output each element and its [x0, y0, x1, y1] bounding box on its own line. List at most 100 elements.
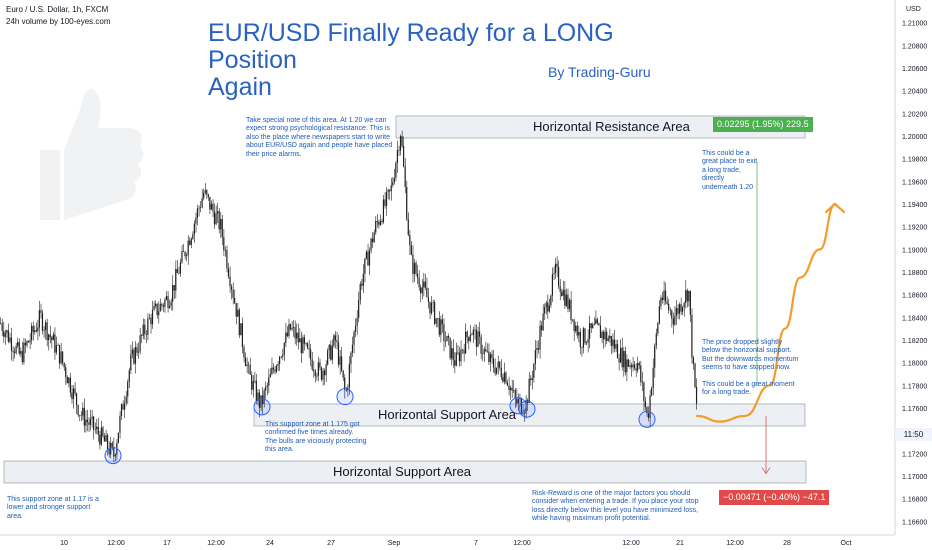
- candle-body: [85, 419, 87, 426]
- candle-body: [325, 364, 327, 376]
- candle-body: [291, 327, 293, 330]
- candle-body: [509, 387, 512, 391]
- price-axis[interactable]: 1.21000 1.20800 1.20600 1.20400 1.20200 1.200…: [894, 0, 927, 535]
- candle-body: [395, 162, 397, 178]
- thumbs-up-shape: [40, 88, 144, 220]
- projection-curve: [695, 202, 837, 423]
- candle-body: [514, 390, 516, 399]
- loss-arrow-icon: [761, 467, 771, 475]
- candle-body: [651, 388, 653, 396]
- candle-body: [579, 331, 581, 348]
- candle-body: [58, 345, 61, 364]
- candle-body: [674, 315, 676, 325]
- candle-body: [427, 297, 429, 302]
- candle-body: [289, 324, 292, 330]
- candle-body: [198, 207, 200, 209]
- candle-body: [275, 365, 278, 372]
- time-tick-label: 21: [676, 540, 684, 547]
- candle-body: [251, 374, 253, 390]
- candle-body: [305, 343, 307, 344]
- candle-body: [131, 349, 133, 355]
- candle-body: [257, 392, 259, 402]
- time-tick-label: 17: [163, 540, 171, 547]
- time-tick-label: 12:00: [107, 540, 125, 547]
- candle-body: [288, 324, 290, 337]
- candle-body: [441, 319, 443, 325]
- candle-body: [598, 323, 600, 326]
- candle-body: [4, 332, 6, 337]
- candle-body: [550, 295, 552, 306]
- candle-body: [136, 347, 138, 353]
- support-zone-lower-label: Horizontal Support Area: [333, 464, 472, 479]
- candle-body: [51, 337, 53, 341]
- candle-body: [178, 272, 180, 274]
- candle-body: [407, 219, 409, 235]
- candle-body: [97, 426, 99, 435]
- support-zone-upper-rect: [253, 403, 806, 427]
- candle-body: [142, 324, 144, 336]
- time-tick-label: Sep: [388, 540, 401, 547]
- candle-body: [127, 381, 129, 397]
- candle-body: [150, 317, 152, 325]
- candle-body: [207, 194, 209, 197]
- candle-body: [654, 345, 656, 368]
- candle-body: [303, 337, 305, 344]
- price-tick-label: 1.19000: [902, 247, 927, 254]
- candle-body: [410, 245, 412, 255]
- candle-body: [249, 364, 251, 375]
- candle-body: [55, 345, 57, 353]
- candle-body: [632, 364, 634, 368]
- candle-body: [13, 351, 16, 354]
- price-tick-label: 1.20400: [902, 89, 927, 96]
- candle-body: [370, 238, 372, 251]
- candle-body: [519, 398, 521, 400]
- candle-body: [561, 291, 563, 296]
- candle-body: [641, 381, 643, 383]
- candle-body: [139, 335, 141, 352]
- time-tick-label: 12:00: [513, 540, 531, 547]
- candle-body: [461, 349, 464, 351]
- candle-body: [633, 364, 636, 369]
- candle-body: [122, 404, 124, 410]
- candle-body: [18, 342, 20, 354]
- candle-body: [113, 446, 115, 457]
- stop-loss-label[interactable]: −0.00471 (−0.40%) −47.1: [719, 490, 830, 505]
- volume-indicator-label[interactable]: 24h volume by 100-eyes.com: [6, 17, 111, 26]
- candle-body: [296, 332, 298, 339]
- candles-layer: [0, 130, 698, 463]
- candle-body: [195, 217, 197, 224]
- candle-body: [610, 335, 612, 346]
- profit-target-label[interactable]: 0.02295 (1.95%) 229.5: [713, 117, 813, 132]
- candle-body: [49, 334, 51, 338]
- price-tick-label: 1.17600: [902, 406, 927, 413]
- candle-body: [158, 311, 160, 316]
- candle-body: [695, 386, 698, 404]
- candle-body: [399, 136, 402, 151]
- candle-body: [285, 332, 287, 343]
- candle-body: [573, 319, 575, 332]
- candle-body: [341, 356, 343, 371]
- candle-body: [694, 363, 696, 387]
- candle-body: [443, 324, 445, 342]
- candle-body: [618, 358, 620, 363]
- candle-body: [286, 332, 288, 337]
- candle-body: [189, 240, 191, 245]
- candle-body: [3, 330, 5, 337]
- candle-body: [23, 342, 25, 363]
- candle-body: [186, 255, 188, 257]
- candle-body: [124, 403, 126, 410]
- candle-body: [350, 352, 352, 365]
- support-touch-circle: [253, 398, 271, 416]
- time-axis[interactable]: 10 12:00 17 12:00 24 27 Sep 7 12:00 12:00 21 12:00 2…: [0, 534, 895, 547]
- candle-body: [201, 198, 203, 208]
- candle-body: [486, 351, 488, 352]
- candle-body: [323, 370, 326, 376]
- candle-body: [643, 382, 645, 401]
- candle-body: [316, 376, 318, 377]
- candle-body: [680, 304, 682, 312]
- time-tick-label: Oct: [841, 540, 852, 547]
- candle-body: [167, 296, 169, 308]
- support-touch-circle: [518, 400, 536, 418]
- candle-body: [342, 370, 344, 378]
